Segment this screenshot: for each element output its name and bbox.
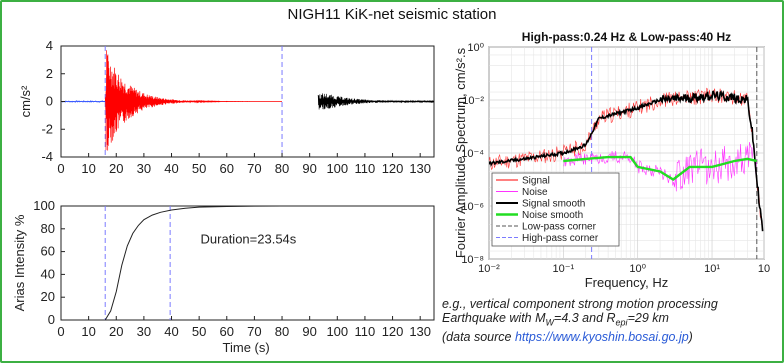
arias-traces [104, 205, 283, 321]
legend-entry: High-pass corner [522, 233, 599, 244]
accel-x-tick-label: 60 [220, 161, 234, 176]
arias-y-tick-label: 100 [33, 198, 55, 213]
arias-x-tick-label: 120 [382, 324, 404, 339]
arias-x-tick-label: 130 [409, 324, 431, 339]
caption-source-suffix: ) [688, 329, 693, 344]
accel-x-tick-label: 70 [247, 161, 261, 176]
caption-mid: =4.3 and R [554, 311, 616, 325]
legend-entry: Noise smooth [522, 210, 583, 221]
figure-caption: e.g., vertical component strong motion p… [442, 297, 784, 344]
arias-x-tick-label: 50 [192, 324, 206, 339]
accel-y-tick-label: -4 [41, 149, 53, 164]
accel-y-axis-label: cm/s² [18, 85, 33, 117]
spectrum-x-tick-label: 10¹ [704, 263, 720, 275]
spectrum-x-axis-label: Frequency, Hz [585, 275, 669, 290]
spectrum-y-tick-label: 10⁻⁶ [461, 201, 484, 213]
spectrum-y-axis-label: Fourier Amplitude Spectrum, cm/s².s [453, 47, 468, 258]
legend-box [491, 172, 620, 247]
accel-x-tick-label: 50 [192, 161, 206, 176]
signal-smooth-spectrum [489, 90, 764, 232]
arias-x-tick-label: 10 [81, 324, 95, 339]
arias-axes-box [60, 205, 435, 321]
caption-distance: =29 km [627, 311, 669, 325]
spectrum-x-tick-label: 10⁻² [478, 263, 500, 275]
arias-y-tick-label: 40 [41, 266, 55, 281]
accel-y-tick-label: 0 [46, 94, 53, 109]
duration-annotation: Duration=23.54s [201, 232, 297, 247]
caption-source-prefix: (data source [442, 329, 515, 344]
accel-x-tick-label: 130 [409, 161, 431, 176]
legend-entry: Signal smooth [522, 199, 585, 210]
figure-title: NIGH11 KiK-net seismic station [287, 6, 497, 23]
acceleration-panel: 0 10 20 30 40 50 60 70 80 90 100 110 120 130420-2-4cm… [18, 38, 435, 176]
spectrum-panel: 10⁻² 10⁻¹ 10⁰ 10¹ 10 10⁰ 10⁻² 10⁻⁴ 10⁻⁶ 10⁻⁸ High-… [453, 30, 770, 290]
spectrum-traces [489, 47, 764, 259]
caption-line-3: (data source https://www.kyoshin.bosai.g… [442, 330, 784, 344]
noise-window-trace [317, 93, 434, 110]
accel-y-tick-label: -2 [41, 121, 53, 136]
arias-x-tick-label: 110 [355, 324, 376, 339]
signal-trace [104, 50, 282, 151]
noise-spectrum [563, 141, 757, 192]
caption-line-1: e.g., vertical component strong motion p… [442, 297, 718, 311]
accel-x-tick-label: 10 [81, 161, 95, 176]
accel-y-tick-label: 4 [46, 38, 53, 53]
legend-entry: Noise [522, 187, 548, 198]
accel-x-tick-label: 30 [137, 161, 151, 176]
caption-repi-sub: epi [615, 317, 628, 328]
arias-x-tick-label: 60 [220, 324, 234, 339]
arias-y-tick-label: 60 [41, 244, 55, 259]
accel-x-tick-label: 0 [57, 161, 64, 176]
arias-y-axis-label: Arias Intensity % [12, 214, 27, 311]
accel-x-tick-label: 110 [355, 161, 376, 176]
arias-x-axis-label: Time (s) [223, 340, 270, 355]
accel-x-tick-label: 20 [109, 161, 123, 176]
spectrum-x-tick-label: 10⁻¹ [552, 263, 574, 275]
arias-x-tick-label: 100 [326, 324, 348, 339]
arias-x-tick-label: 20 [109, 324, 123, 339]
accel-x-tick-label: 100 [326, 161, 348, 176]
accel-x-tick-label: 80 [275, 161, 289, 176]
arias-x-tick-label: 80 [275, 324, 289, 339]
signal-spectrum [489, 87, 763, 227]
caption-mw-prefix: Earthquake with M [442, 311, 546, 325]
spectrum-y-tick-label: 10⁰ [467, 42, 484, 54]
data-source-link[interactable]: https://www.kyoshin.bosai.go.jp [514, 329, 689, 344]
arias-x-tick-label: 40 [164, 324, 178, 339]
accel-x-tick-label: 120 [382, 161, 404, 176]
legend-entry: Signal [522, 176, 550, 187]
spectrum-y-tick-label: 10⁻⁸ [461, 254, 484, 266]
spectrum-title: High-pass:0.24 Hz & Low-pass:40 Hz [522, 30, 731, 44]
spectrum-x-tick-label: 10⁰ [629, 263, 646, 275]
caption-line-2: Earthquake with MW=4.3 and Repi=29 km [442, 311, 784, 330]
accel-x-tick-label: 40 [164, 161, 178, 176]
arias-curve [104, 205, 283, 321]
arias-panel: 0 10 20 30 40 50 60 70 80 90 100 110 120 130 100 80 60 40… [12, 198, 435, 355]
legend-entry: Low-pass corner [522, 222, 597, 233]
noise-smooth-spectrum [563, 155, 758, 181]
arias-y-tick-label: 80 [41, 221, 55, 236]
arias-x-tick-label: 0 [57, 324, 64, 339]
arias-y-tick-label: 20 [41, 289, 55, 304]
arias-x-tick-label: 90 [302, 324, 316, 339]
accel-x-tick-label: 90 [302, 161, 316, 176]
accel-y-tick-label: 2 [46, 66, 53, 81]
spectrum-x-tick-label: 10 [758, 263, 770, 275]
arias-x-tick-label: 30 [137, 324, 151, 339]
acceleration-traces [61, 46, 434, 157]
arias-y-tick-label: 0 [48, 312, 55, 327]
caption-mw-sub: W [545, 317, 555, 328]
spectrum-y-tick-label: 10⁻² [462, 95, 484, 107]
arias-x-tick-label: 70 [247, 324, 261, 339]
spectrum-y-tick-label: 10⁻⁴ [461, 148, 484, 160]
